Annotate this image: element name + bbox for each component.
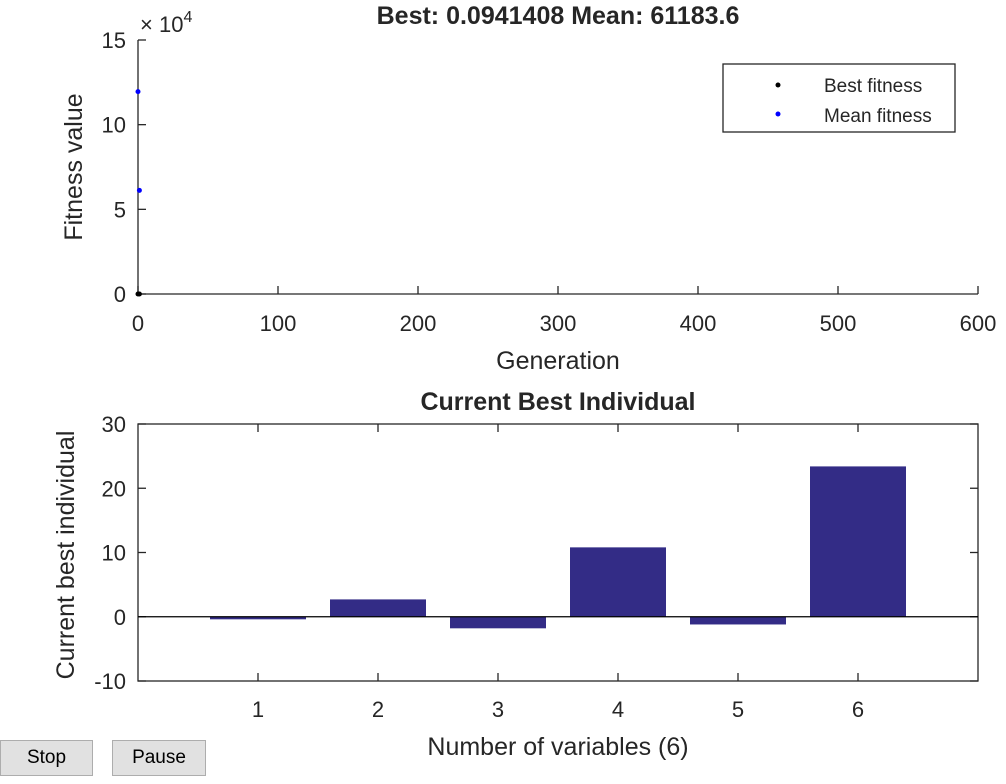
y-exponent-label: × 104	[140, 9, 192, 37]
best-y-tick-label: 10	[102, 541, 126, 566]
best-individual-bar	[570, 547, 666, 617]
fitness-x-tick-label: 200	[400, 311, 437, 336]
mean-fitness-point	[135, 89, 141, 95]
best-x-tick-label: 6	[852, 697, 864, 722]
best-y-tick-label: 30	[102, 412, 126, 437]
stop-button[interactable]: Stop	[0, 740, 93, 776]
legend-box	[722, 63, 956, 133]
best-individual-bar	[690, 616, 786, 625]
mean-fitness-point	[136, 187, 142, 193]
fitness-y-tick-label: 10	[102, 113, 126, 138]
best-fitness-point	[136, 291, 142, 297]
best-x-tick-label: 2	[372, 697, 384, 722]
best-y-tick-label: 20	[102, 476, 126, 501]
fitness-x-tick-label: 300	[540, 311, 577, 336]
fitness-plot-title: Best: 0.0941408 Mean: 61183.6	[377, 2, 740, 30]
best-individual-bar	[810, 466, 906, 617]
pause-button[interactable]: Pause	[112, 740, 206, 776]
fitness-x-tick-label: 100	[260, 311, 297, 336]
best-individual-bar	[210, 616, 306, 620]
fitness-x-tick-label: 500	[820, 311, 857, 336]
best-x-tick-label: 4	[612, 697, 624, 722]
best-y-tick-label: -10	[94, 669, 126, 694]
fitness-y-tick-label: 0	[114, 282, 126, 307]
legend: Best fitness Mean fitness	[722, 63, 956, 133]
fitness-plot: Best: 0.0941408 Mean: 61183.6 0 100 200 300…	[60, 2, 996, 375]
fitness-y-tick-label: 5	[114, 197, 126, 222]
best-y-tick-label: 0	[114, 605, 126, 630]
legend-best-marker	[775, 82, 781, 88]
legend-mean-label: Mean fitness	[824, 106, 932, 127]
fitness-x-tick-label: 0	[132, 311, 144, 336]
best-individual-bar	[450, 616, 546, 629]
best-individual-xlabel: Number of variables (6)	[427, 733, 688, 761]
best-x-tick-label: 3	[492, 697, 504, 722]
best-individual-plot: Current Best Individual -10 0 10 20 30 1 2 3 4 5 6…	[52, 388, 979, 761]
legend-mean-marker	[775, 111, 781, 117]
best-individual-title: Current Best Individual	[420, 388, 695, 416]
best-individual-bar	[330, 599, 426, 617]
fitness-x-tick-label: 400	[680, 311, 717, 336]
fitness-ylabel: Fitness value	[60, 93, 88, 240]
legend-best-label: Best fitness	[824, 76, 922, 97]
fitness-y-tick-label: 15	[102, 28, 126, 53]
best-individual-ylabel: Current best individual	[52, 431, 80, 680]
fitness-x-tick-label: 600	[960, 311, 997, 336]
best-x-tick-label: 5	[732, 697, 744, 722]
fitness-xlabel: Generation	[496, 347, 620, 375]
best-x-tick-label: 1	[252, 697, 264, 722]
